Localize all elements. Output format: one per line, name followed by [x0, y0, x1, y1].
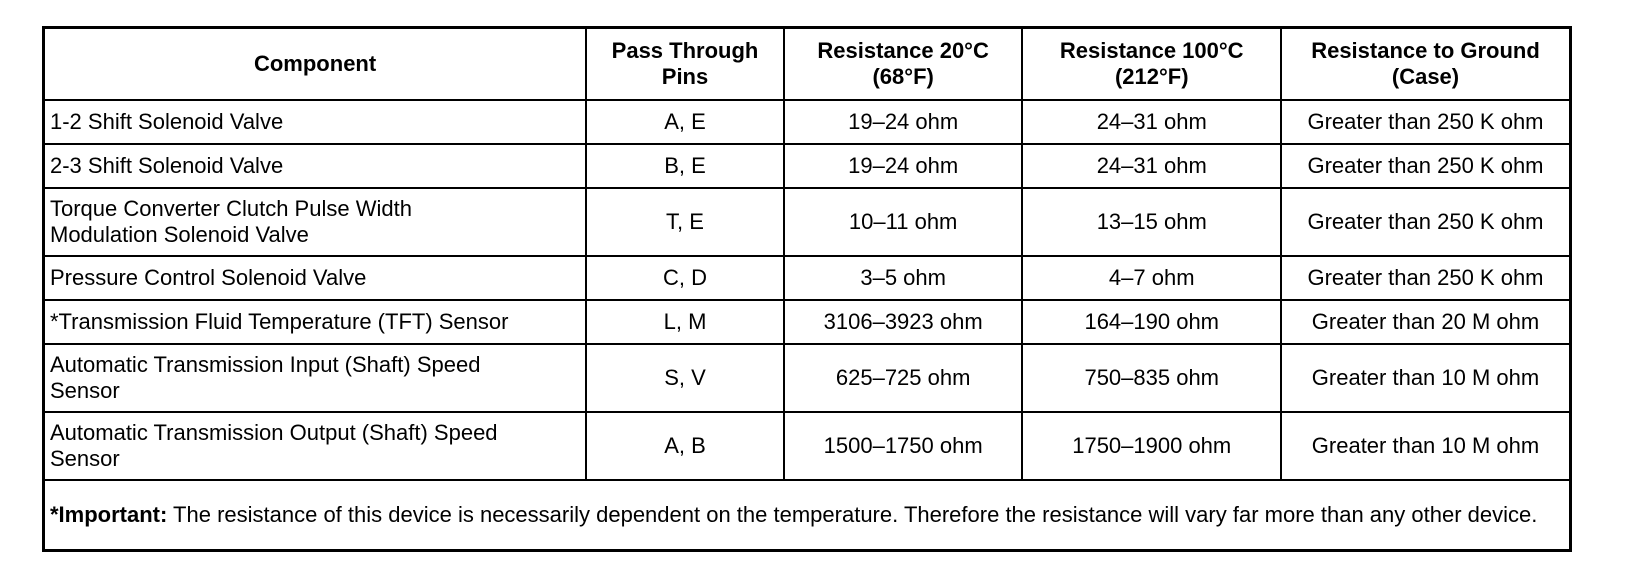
table-row: Pressure Control Solenoid Valve C, D 3–5 o…: [42, 255, 1572, 301]
component-cell: Pressure Control Solenoid Valve: [42, 255, 588, 301]
note-text: The resistance of this device is necessa…: [173, 502, 1538, 527]
value-cell: 24–31 ohm: [1021, 143, 1283, 189]
value-cell: S, V: [585, 343, 785, 413]
column-header: Resistance 20°C (68°F): [782, 26, 1024, 101]
cell-line: Torque Converter Clutch Pulse Width: [50, 196, 412, 221]
value-cell: A, B: [585, 411, 785, 481]
value-cell: 19–24 ohm: [782, 99, 1024, 145]
component-cell: 2-3 Shift Solenoid Valve: [42, 143, 588, 189]
component-cell: *Transmission Fluid Temperature (TFT) Se…: [42, 299, 588, 345]
value-cell: 24–31 ohm: [1021, 99, 1283, 145]
column-header: Resistance 100°C (212°F): [1021, 26, 1283, 101]
component-cell: Automatic Transmission Input (Shaft) Spe…: [42, 343, 588, 413]
value-cell: Greater than 20 M ohm: [1280, 299, 1572, 345]
value-cell: Greater than 10 M ohm: [1280, 411, 1572, 481]
value-cell: 625–725 ohm: [782, 343, 1024, 413]
cell-line: (212°F): [1114, 64, 1189, 89]
table-row: Torque Converter Clutch Pulse Width Modul…: [42, 187, 1572, 257]
value-cell: 3–5 ohm: [782, 255, 1024, 301]
value-cell: 10–11 ohm: [782, 187, 1024, 257]
cell-line: Resistance 20°C: [817, 38, 989, 63]
value-cell: Greater than 250 K ohm: [1280, 99, 1572, 145]
value-cell: Greater than 250 K ohm: [1280, 187, 1572, 257]
note-label: *Important:: [50, 502, 168, 527]
value-cell: 19–24 ohm: [782, 143, 1024, 189]
value-cell: T, E: [585, 187, 785, 257]
cell-line: (68°F): [872, 64, 934, 89]
cell-line: Resistance 100°C: [1059, 38, 1244, 63]
value-cell: L, M: [585, 299, 785, 345]
cell-line: Automatic Transmission Output (Shaft) Sp…: [50, 420, 498, 445]
value-cell: Greater than 250 K ohm: [1280, 143, 1572, 189]
column-header: Pass Through Pins: [585, 26, 785, 101]
value-cell: B, E: [585, 143, 785, 189]
cell-line: Resistance to Ground: [1311, 38, 1540, 63]
cell-line: Pins: [661, 64, 709, 89]
cell-line: Modulation Solenoid Valve: [50, 222, 309, 247]
column-header: Component: [42, 26, 588, 101]
value-cell: 1500–1750 ohm: [782, 411, 1024, 481]
cell-line: Sensor: [50, 378, 120, 403]
value-cell: 3106–3923 ohm: [782, 299, 1024, 345]
component-cell: Torque Converter Clutch Pulse Width Modul…: [42, 187, 588, 257]
resistance-table: Component Pass Through Pins Resistance 20°C…: [42, 26, 1572, 552]
value-cell: C, D: [585, 255, 785, 301]
value-cell: 1750–1900 ohm: [1021, 411, 1283, 481]
cell-line: (Case): [1391, 64, 1460, 89]
table-row: Automatic Transmission Output (Shaft) Sp…: [42, 411, 1572, 481]
table-row: 2-3 Shift Solenoid Valve B, E 19–24 ohm 24–…: [42, 143, 1572, 189]
value-cell: 164–190 ohm: [1021, 299, 1283, 345]
note-row: *Important: The resistance of this devic…: [42, 479, 1572, 552]
cell-line: Automatic Transmission Input (Shaft) Spe…: [50, 352, 481, 377]
value-cell: Greater than 250 K ohm: [1280, 255, 1572, 301]
value-cell: A, E: [585, 99, 785, 145]
value-cell: Greater than 10 M ohm: [1280, 343, 1572, 413]
cell-line: Pass Through: [611, 38, 759, 63]
table-row: Automatic Transmission Input (Shaft) Spe…: [42, 343, 1572, 413]
value-cell: 13–15 ohm: [1021, 187, 1283, 257]
cell-line: Sensor: [50, 446, 120, 471]
table-body: 1-2 Shift Solenoid Valve A, E 19–24 ohm 24–…: [42, 99, 1572, 552]
component-cell: 1-2 Shift Solenoid Valve: [42, 99, 588, 145]
value-cell: 4–7 ohm: [1021, 255, 1283, 301]
value-cell: 750–835 ohm: [1021, 343, 1283, 413]
component-cell: Automatic Transmission Output (Shaft) Sp…: [42, 411, 588, 481]
note-cell: *Important: The resistance of this devic…: [42, 479, 1572, 552]
column-header: Resistance to Ground (Case): [1280, 26, 1572, 101]
table-row: 1-2 Shift Solenoid Valve A, E 19–24 ohm 24–…: [42, 99, 1572, 145]
header-row: Component Pass Through Pins Resistance 20°C…: [42, 26, 1572, 101]
table-row: *Transmission Fluid Temperature (TFT) Se…: [42, 299, 1572, 345]
